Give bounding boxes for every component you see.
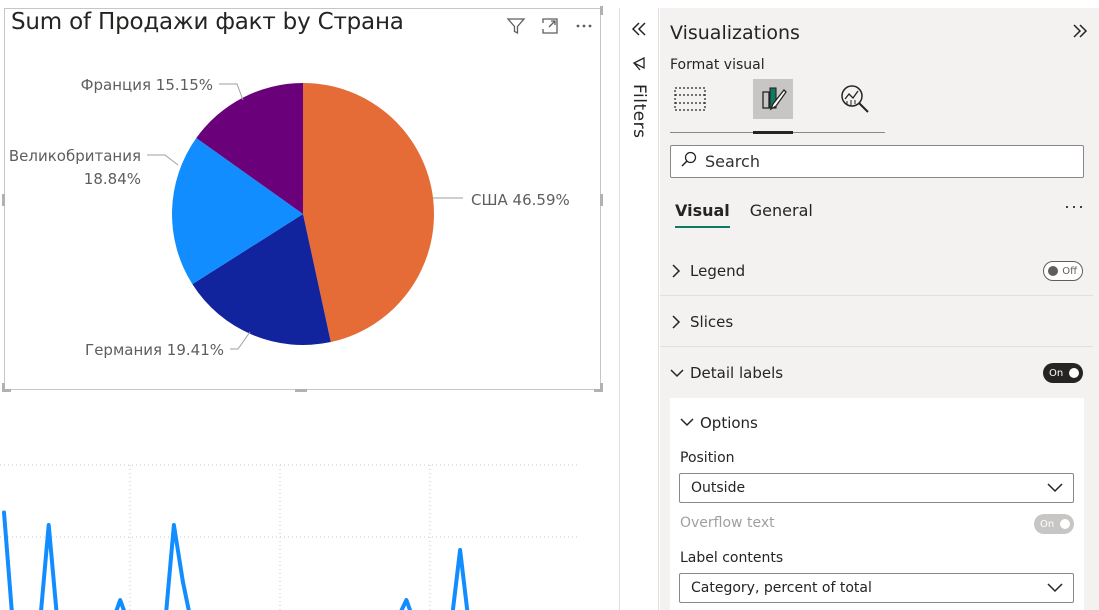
pie-data-label: Великобритания 18.84% [9, 147, 141, 188]
analytics-icon[interactable] [835, 79, 875, 119]
position-value: Outside [691, 480, 746, 496]
chevron-right-icon [670, 263, 690, 278]
pie-leader-line [219, 83, 244, 101]
legend-toggle[interactable]: Off [1043, 261, 1083, 281]
format-visual-icon[interactable] [753, 79, 793, 119]
search-box[interactable] [670, 145, 1084, 178]
report-canvas: США 46.59% Германия 19.41% Великобритания 1… [0, 6, 603, 610]
legend-toggle-text: Off [1062, 265, 1077, 277]
filters-pane[interactable]: Filters [619, 8, 659, 610]
options-header-label: Options [700, 414, 758, 432]
toggle-knob [1048, 266, 1058, 276]
format-tab-indicator [753, 131, 793, 134]
collapse-right-icon[interactable] [1071, 22, 1089, 45]
card-detail-labels[interactable]: Detail labels On [660, 348, 1093, 398]
resize-handle-bottom-right-v[interactable] [600, 383, 603, 392]
chevron-down-icon [1047, 482, 1063, 498]
visualizations-title: Visualizations [670, 22, 800, 44]
label-contents-value: Category, percent of total [691, 580, 872, 596]
pie-leader-line [230, 331, 251, 350]
chevron-down-icon [680, 414, 694, 432]
search-input[interactable] [705, 152, 1055, 171]
line-chart [0, 464, 580, 610]
format-tabs: Visual General [675, 201, 813, 228]
line-series[interactable] [2, 510, 470, 610]
resize-handle-bottom[interactable] [295, 389, 307, 392]
overflow-text-label: Overflow text [680, 515, 775, 531]
more-options-icon[interactable] [573, 15, 595, 37]
pie-slice-1[interactable] [303, 83, 434, 343]
detail-labels-toggle[interactable]: On [1043, 363, 1083, 383]
pie-data-label: США 46.59% [471, 191, 570, 209]
pie-data-label: Франция 15.15% [81, 76, 213, 94]
resize-handle-bottom-right[interactable] [594, 389, 603, 392]
resize-handle-right[interactable] [600, 194, 603, 206]
label-contents-dropdown[interactable]: Category, percent of total [679, 573, 1074, 603]
filters-label[interactable]: Filters [629, 84, 649, 139]
overflow-toggle-text: On [1040, 518, 1055, 530]
detail-labels-toggle-text: On [1049, 367, 1064, 379]
resize-handle-left[interactable] [2, 194, 5, 206]
toggle-knob [1069, 368, 1079, 378]
focus-mode-icon[interactable] [539, 15, 561, 37]
resize-handle-bottom-left-v[interactable] [2, 383, 5, 392]
more-options-button[interactable]: ··· [1064, 196, 1085, 216]
pie-chart: США 46.59% Германия 19.41% Великобритания 1… [9, 76, 570, 359]
build-visual-icon[interactable] [670, 79, 710, 119]
pie-slice-3[interactable] [172, 138, 303, 285]
pie-data-label: Германия 19.41% [85, 341, 224, 359]
line-chart-visual[interactable] [0, 455, 600, 610]
filter-icon[interactable] [505, 15, 527, 37]
pie-chart-title: Sum of Продажи факт by Страна [11, 9, 404, 35]
label-contents-label: Label contents [680, 550, 784, 566]
chevron-down-icon [1047, 582, 1063, 598]
collapse-left-icon[interactable] [630, 20, 648, 43]
card-legend[interactable]: Legend Off [660, 246, 1093, 296]
pie-chart-visual[interactable]: США 46.59% Германия 19.41% Великобритания 1… [2, 6, 603, 392]
toggle-knob [1060, 519, 1070, 529]
card-detail-labels-label: Detail labels [690, 364, 784, 382]
filter-pane-icon [631, 56, 647, 77]
card-slices[interactable]: Slices [660, 297, 1093, 347]
tab-visual[interactable]: Visual [675, 201, 730, 228]
visualizations-pane: Visualizations Format visual Visual Gene… [660, 8, 1099, 610]
search-icon [681, 151, 697, 172]
chevron-down-icon [670, 367, 690, 379]
pie-leader-line [147, 154, 179, 166]
pie-slice-4[interactable] [196, 83, 303, 214]
format-visual-label: Format visual [670, 57, 765, 73]
chevron-right-icon [670, 314, 690, 329]
tab-general[interactable]: General [749, 201, 813, 220]
card-slices-label: Slices [690, 312, 734, 331]
position-label: Position [680, 450, 735, 466]
resize-handle-bottom-left[interactable] [2, 389, 11, 392]
options-header[interactable]: Options [680, 414, 758, 432]
card-legend-label: Legend [690, 261, 746, 280]
options-card: Options Position Outside Overflow text O… [670, 398, 1084, 610]
pie-slice-2[interactable] [192, 214, 331, 345]
overflow-text-toggle: On [1034, 514, 1074, 534]
resize-handle-top-right[interactable] [600, 6, 603, 15]
position-dropdown[interactable]: Outside [679, 473, 1074, 503]
